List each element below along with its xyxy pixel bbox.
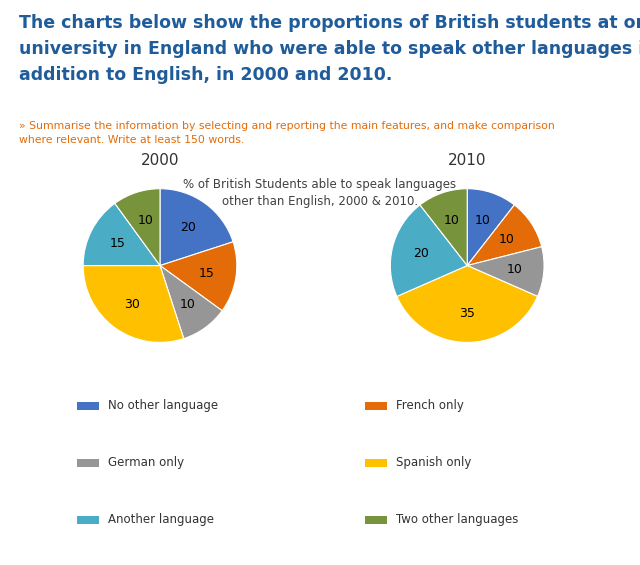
Text: 15: 15 (199, 267, 215, 280)
Text: German only: German only (108, 457, 184, 470)
Wedge shape (160, 242, 237, 311)
Bar (77, 459, 99, 467)
Wedge shape (467, 247, 544, 297)
Text: 20: 20 (413, 247, 429, 260)
Wedge shape (467, 189, 515, 266)
Bar (365, 516, 387, 524)
Text: 10: 10 (444, 214, 460, 227)
Wedge shape (83, 266, 184, 342)
Text: 10: 10 (507, 263, 523, 276)
Wedge shape (390, 205, 467, 297)
Text: » Summarise the information by selecting and reporting the main features, and ma: » Summarise the information by selecting… (19, 121, 555, 145)
Text: Two other languages: Two other languages (396, 514, 518, 527)
Wedge shape (160, 266, 222, 338)
Wedge shape (420, 189, 467, 266)
Title: 2000: 2000 (141, 153, 179, 168)
Text: French only: French only (396, 399, 464, 412)
Text: 10: 10 (499, 233, 515, 246)
Bar (77, 516, 99, 524)
Text: 20: 20 (180, 220, 196, 233)
Text: 35: 35 (460, 307, 475, 320)
Text: 10: 10 (475, 214, 491, 227)
Wedge shape (467, 205, 541, 266)
Text: % of British Students able to speak languages
other than English, 2000 & 2010.: % of British Students able to speak lang… (184, 178, 456, 208)
Text: No other language: No other language (108, 399, 218, 412)
Wedge shape (397, 266, 538, 342)
Text: 15: 15 (109, 237, 125, 250)
Wedge shape (83, 203, 160, 266)
Bar (365, 402, 387, 410)
Bar (365, 459, 387, 467)
Wedge shape (160, 189, 233, 266)
Title: 2010: 2010 (448, 153, 486, 168)
Text: 10: 10 (180, 298, 196, 311)
Text: 30: 30 (124, 298, 140, 311)
Bar (77, 402, 99, 410)
Text: Another language: Another language (108, 514, 214, 527)
Text: 10: 10 (138, 214, 153, 227)
Text: Spanish only: Spanish only (396, 457, 472, 470)
Wedge shape (115, 189, 160, 266)
Text: The charts below show the proportions of British students at one
university in E: The charts below show the proportions of… (19, 14, 640, 84)
